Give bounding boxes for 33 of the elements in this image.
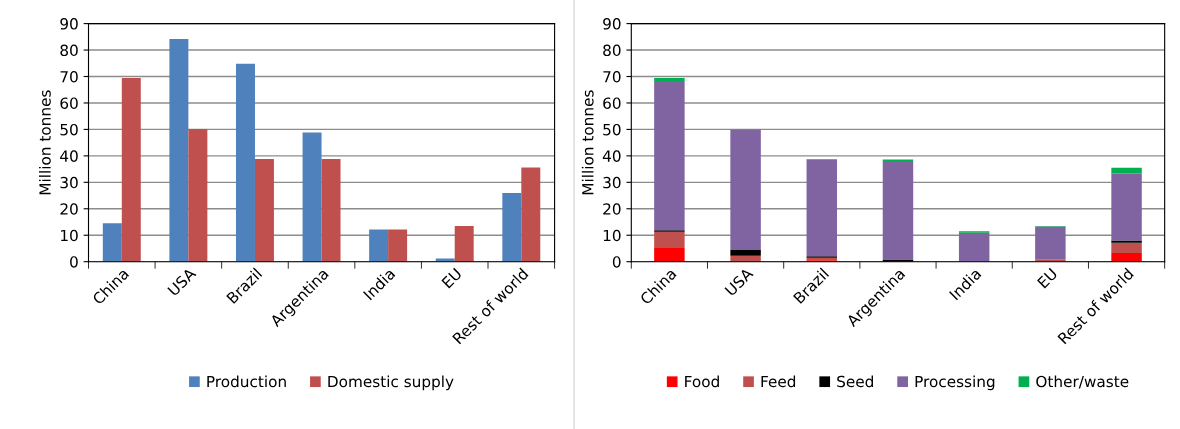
y-tick-label: 70 — [603, 70, 621, 83]
legend-label: Domestic supply — [328, 375, 454, 391]
x-tick-label: USA — [724, 266, 754, 297]
y-tick-label: 70 — [60, 70, 78, 83]
x-tick-label: EU — [441, 267, 463, 289]
y-axis-title: Million tonnes — [39, 90, 51, 195]
y-tick-label: 10 — [603, 229, 621, 242]
y-axis-title: Million tonnes — [581, 90, 594, 195]
y-tick-label: 60 — [603, 97, 621, 109]
y-tick-label: 90 — [603, 18, 621, 30]
legend-label: Processing — [915, 375, 995, 391]
y-tick-label: 30 — [60, 176, 78, 189]
y-tick-label: 40 — [602, 150, 621, 162]
legend-label: Food — [685, 375, 719, 388]
y-tick-label: 30 — [603, 176, 621, 189]
legend-label: Production — [207, 375, 286, 388]
y-tick-label: 90 — [60, 18, 78, 30]
y-tick-label: 40 — [60, 150, 78, 162]
y-tick-label: 20 — [60, 203, 78, 215]
legend-label: Seed — [837, 375, 873, 388]
y-tick-label: 20 — [603, 203, 621, 215]
y-tick-label: 0 — [70, 256, 78, 268]
y-tick-label: 60 — [60, 97, 78, 109]
y-tick-label: 10 — [61, 229, 78, 242]
y-tick-label: 50 — [603, 123, 621, 136]
x-tick-label: EU — [1037, 267, 1058, 289]
y-tick-label: 80 — [60, 44, 78, 57]
x-tick-label: USA — [167, 266, 197, 297]
legend-label: Other/waste — [1036, 375, 1129, 389]
y-tick-label: 0 — [612, 256, 621, 268]
y-tick-label: 50 — [60, 123, 78, 136]
legend-label: Feed — [761, 375, 796, 388]
y-tick-label: 80 — [603, 44, 621, 57]
